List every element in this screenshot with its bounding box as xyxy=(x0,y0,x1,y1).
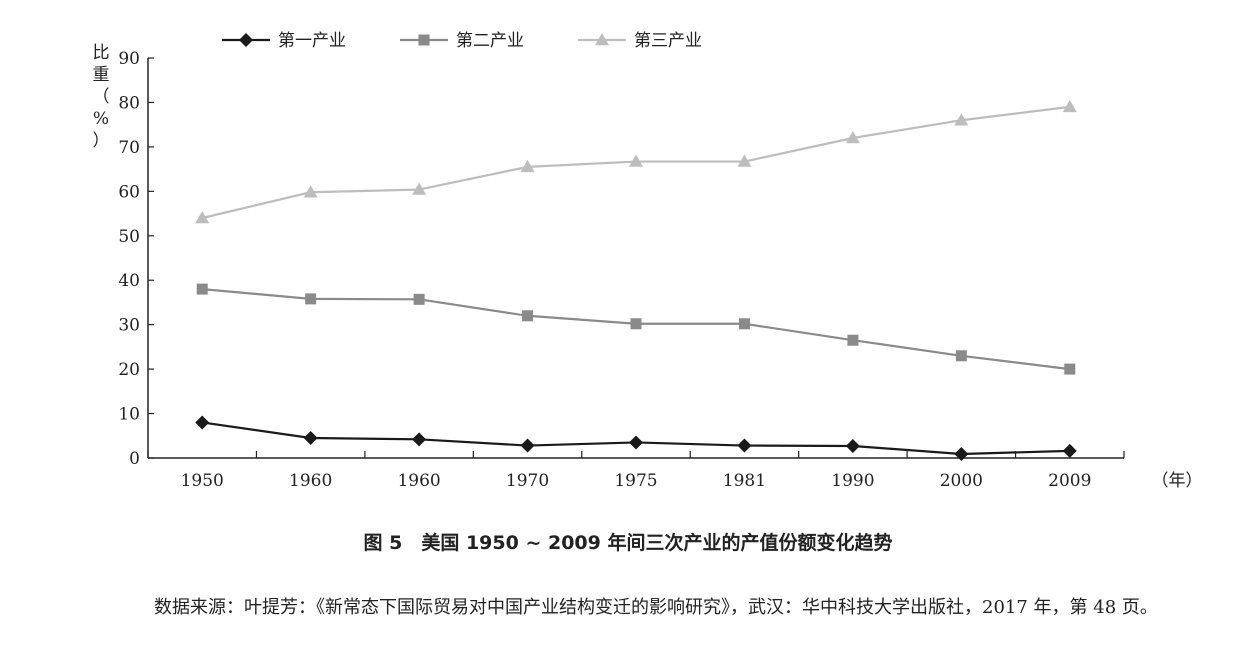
data-point-square xyxy=(413,293,425,305)
data-point-triangle xyxy=(1062,99,1077,113)
x-tick-label: 1975 xyxy=(614,471,657,491)
legend-label: 第一产业 xyxy=(278,31,346,51)
legend-label: 第三产业 xyxy=(634,31,702,51)
y-tick-label: 90 xyxy=(118,49,140,69)
data-point-diamond xyxy=(737,438,752,453)
x-tick-label: 2000 xyxy=(940,471,983,491)
data-point-triangle xyxy=(412,182,427,195)
line-chart: 第一产业 第二产业 第三产业 0 10 20 30 40 50 60 70 80 90 比重（%） 19… xyxy=(93,31,1203,491)
y-tick-label: 0 xyxy=(129,449,140,469)
data-point-diamond xyxy=(954,447,969,461)
data-point-triangle xyxy=(629,154,643,167)
x-tick-label: 2009 xyxy=(1048,471,1091,491)
x-tick-label: 1990 xyxy=(831,471,874,491)
x-tick-label: 1970 xyxy=(506,471,549,491)
y-tick-label: 70 xyxy=(118,138,140,158)
y-tick-label: 60 xyxy=(118,182,140,202)
data-point-diamond xyxy=(412,432,427,447)
x-axis-unit: （年） xyxy=(1152,471,1203,491)
data-point-triangle xyxy=(195,211,210,224)
data-point-triangle xyxy=(737,154,752,167)
data-point-square xyxy=(955,350,967,362)
y-tick-label: 30 xyxy=(118,316,140,336)
y-tick-label: 40 xyxy=(118,271,140,291)
y-tick-label: 20 xyxy=(118,360,140,380)
data-point-diamond xyxy=(629,435,643,450)
data-point-triangle xyxy=(954,113,969,126)
legend: 第一产业 第二产业 第三产业 xyxy=(222,31,702,51)
data-point-square xyxy=(196,283,208,295)
y-tick-label: 10 xyxy=(118,405,140,425)
data-point-diamond xyxy=(195,415,210,430)
y-axis-label: 比重（%） xyxy=(93,43,110,151)
data-point-triangle xyxy=(520,159,535,173)
x-tick-label: 1960 xyxy=(397,471,440,491)
source-note: 数据来源：叶提芳：《新常态下国际贸易对中国产业结构变迁的影响研究》，武汉：华中科… xyxy=(154,597,1158,618)
data-point-square xyxy=(738,318,750,330)
figure-caption: 图 5 美国 1950 ~ 2009 年间三次产业的产值份额变化趋势 xyxy=(363,532,893,554)
legend-label: 第二产业 xyxy=(456,31,524,51)
data-point-square xyxy=(522,310,534,322)
data-point-diamond xyxy=(520,438,535,453)
data-point-diamond xyxy=(845,439,860,453)
data-point-diamond xyxy=(303,431,318,445)
data-point-triangle xyxy=(845,131,860,144)
x-tick-label: 1960 xyxy=(289,471,332,491)
data-point-square xyxy=(630,318,642,330)
x-axis: 1950 1960 1960 1970 1975 1981 1990 2000 2009 （年） xyxy=(147,451,1203,491)
data-point-square xyxy=(305,293,317,305)
y-tick-label: 50 xyxy=(118,227,140,247)
y-axis: 0 10 20 30 40 50 60 70 80 90 比重（%） xyxy=(93,43,154,469)
data-point-diamond xyxy=(1062,443,1077,458)
data-point-triangle xyxy=(303,185,318,198)
legend-marker xyxy=(239,33,253,47)
plot-area xyxy=(195,99,1077,461)
y-tick-label: 80 xyxy=(118,93,140,113)
data-point-square xyxy=(1064,363,1076,375)
legend-marker xyxy=(595,33,609,46)
legend-marker xyxy=(418,34,430,46)
x-tick-label: 1981 xyxy=(723,471,766,491)
data-point-square xyxy=(847,334,859,346)
x-tick-label: 1950 xyxy=(181,471,224,491)
